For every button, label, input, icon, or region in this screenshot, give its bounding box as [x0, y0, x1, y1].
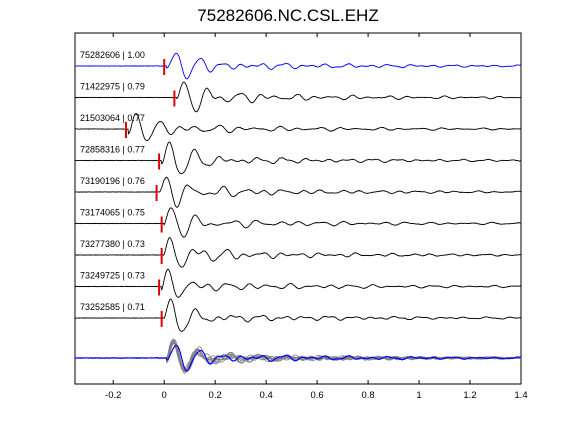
trace-line-5 — [74, 207, 522, 238]
trace-line-7 — [74, 268, 522, 298]
trace-line-4 — [74, 176, 522, 208]
x-tick-label-8: 1.4 — [514, 390, 527, 401]
x-tick-label-2: 0.2 — [209, 390, 222, 401]
trace-label-7: 73249725 | 0.73 — [80, 271, 145, 281]
trace-label-4: 73190196 | 0.76 — [80, 176, 145, 186]
trace-label-group: 75282606 | 1.00 71422975 | 0.79 21503064 |… — [80, 50, 145, 312]
trace-line-0 — [75, 52, 522, 80]
trace-label-0: 75282606 | 1.00 — [80, 50, 145, 60]
trace-label-1: 71422975 | 0.79 — [80, 82, 145, 92]
trace-label-3: 72858316 | 0.77 — [80, 145, 145, 155]
trace-label-6: 73277380 | 0.73 — [80, 239, 145, 249]
plot-area — [74, 32, 522, 385]
trace-line-6 — [74, 236, 522, 268]
trace-line-3 — [75, 141, 522, 175]
x-tick-label-6: 1 — [416, 390, 421, 401]
trace-label-8: 73252585 | 0.71 — [80, 302, 145, 312]
x-axis: -0.2 0 0.2 0.4 0.6 0.8 1 1.2 1.4 — [105, 33, 528, 401]
x-tick-label-0: -0.2 — [105, 390, 121, 401]
x-tick-label-1: 0 — [162, 390, 167, 401]
pick-marker-group — [124, 59, 176, 327]
trace-line-8 — [74, 298, 522, 332]
chart-title: 75282606.NC.CSL.EHZ — [197, 6, 379, 25]
trace-line-2 — [75, 113, 522, 142]
trace-group — [74, 52, 522, 374]
trace-line-1 — [75, 81, 521, 113]
trace-label-5: 73174065 | 0.75 — [80, 208, 145, 218]
x-tick-label-5: 0.8 — [361, 390, 374, 401]
x-tick-label-3: 0.4 — [260, 390, 273, 401]
x-tick-label-7: 1.2 — [463, 390, 476, 401]
overlay-master-trace — [75, 344, 522, 372]
trace-label-2: 21503064 | 0.77 — [80, 113, 145, 123]
x-tick-label-4: 0.6 — [311, 390, 324, 401]
